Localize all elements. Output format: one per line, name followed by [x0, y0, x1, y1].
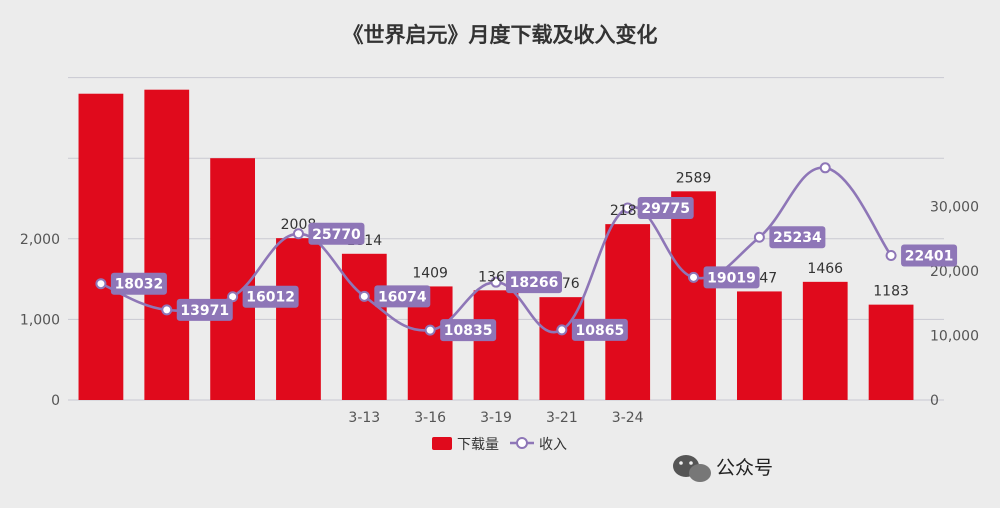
line-data-label-text: 10865: [575, 323, 624, 339]
line-data-label-box: [374, 285, 431, 308]
line-data-label-box: [571, 318, 628, 341]
line-data-label-text: 13971: [180, 303, 229, 319]
revenue-point: [161, 304, 173, 316]
y-left-tick-label: 0: [51, 393, 60, 409]
wechat-icon: [673, 455, 711, 482]
revenue-point: [753, 231, 765, 243]
line-data-label: 16074: [374, 285, 431, 308]
bar-data-label: 1466: [807, 261, 843, 277]
legend-swatch-marker: [516, 437, 528, 449]
bar-data-label: 2182: [610, 203, 646, 219]
line-data-label-box: [440, 319, 497, 342]
line-data-label-box: [242, 285, 299, 308]
y-left-tick-label: 2,000: [20, 232, 60, 248]
line-data-label-box: [703, 266, 760, 289]
watermark-text: 公众号: [716, 457, 773, 479]
line-data-label-text: 19019: [707, 270, 756, 286]
bar: [276, 238, 321, 400]
y-right-tick-label: 10,000: [930, 329, 979, 345]
bar-data-label: 2589: [676, 170, 712, 186]
line-data-label-box: [901, 244, 958, 267]
revenue-point: [292, 228, 304, 240]
line-data-label-text: 29775: [641, 201, 690, 217]
bar: [473, 290, 519, 400]
bar-data-label: 1183: [873, 284, 909, 300]
line-data-label-box: [308, 222, 365, 245]
line-data-label: 10865: [571, 318, 628, 341]
revenue-point: [688, 271, 700, 283]
line-data-label-text: 25770: [312, 227, 361, 243]
revenue-point: [819, 162, 831, 174]
bar-data-label: 1361: [478, 269, 514, 285]
revenue-point: [358, 290, 370, 302]
chart-title: 《世界启元》月度下载及收入变化: [343, 23, 658, 47]
revenue-point: [490, 276, 502, 288]
legend-label-revenue: 收入: [539, 437, 567, 453]
y-left-tick-label: 1,000: [20, 312, 60, 328]
line-data-label-box: [110, 272, 167, 295]
y-right-tick-label: 0: [930, 393, 939, 409]
line-data-label-box: [769, 226, 826, 249]
y-right-tick-label: 20,000: [930, 264, 979, 280]
x-tick-label: 3-16: [414, 410, 446, 426]
legend-item-downloads[interactable]: 下载量: [432, 437, 499, 453]
legend-item-revenue[interactable]: 收入: [510, 437, 567, 453]
line-data-label: 19019: [703, 266, 760, 289]
bar: [671, 191, 716, 400]
line-data-label: 29775: [637, 196, 694, 219]
line-data-label: 25770: [308, 222, 365, 245]
revenue-point: [885, 250, 897, 262]
bar: [78, 93, 124, 400]
line-data-label-text: 22401: [905, 249, 954, 265]
bar: [868, 304, 914, 400]
line-data-label-box: [637, 196, 694, 219]
bar: [736, 291, 782, 400]
legend-label-downloads: 下载量: [457, 437, 499, 453]
line-data-label: 16012: [242, 285, 299, 308]
line-data-label-text: 18266: [510, 275, 559, 291]
line-data-label-box: [506, 271, 562, 294]
x-tick-label: 3-21: [546, 410, 578, 426]
revenue-point: [424, 324, 436, 336]
line-data-label-text: 10835: [444, 323, 493, 339]
line-data-label-text: 18032: [115, 277, 164, 293]
bar: [802, 281, 848, 400]
bar: [341, 253, 387, 400]
watermark: 公众号: [673, 455, 773, 482]
bar: [605, 224, 651, 400]
line-data-label-text: 16012: [246, 290, 295, 306]
line-data-label: 25234: [769, 226, 826, 249]
bar: [144, 89, 190, 400]
x-tick-label: 3-13: [348, 410, 380, 426]
line-data-label: 22401: [901, 244, 958, 267]
line-data-label-text: 25234: [773, 230, 822, 246]
bar-data-label: 2008: [281, 217, 317, 233]
line-data-label: 18032: [110, 272, 167, 295]
bar: [210, 158, 256, 400]
line-data-label: 10835: [440, 319, 497, 342]
x-tick-label: 3-24: [612, 410, 644, 426]
line-data-label: 13971: [176, 298, 233, 321]
x-tick-label: 3-19: [480, 410, 512, 426]
y-right-tick-label: 30,000: [930, 200, 979, 216]
revenue-point: [622, 202, 634, 214]
line-data-label-box: [176, 298, 233, 321]
revenue-point: [556, 324, 568, 336]
legend-swatch-bar: [432, 437, 452, 450]
line-data-label-text: 16074: [378, 289, 427, 305]
line-data-label: 18266: [506, 271, 562, 294]
revenue-point: [95, 278, 107, 290]
bar-data-label: 1409: [412, 265, 448, 281]
